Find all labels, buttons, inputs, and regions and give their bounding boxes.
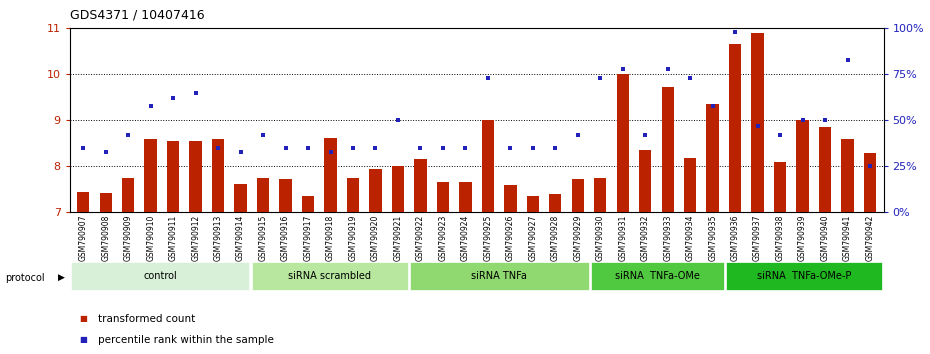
Text: GSM790909: GSM790909	[124, 215, 133, 261]
Bar	[392, 166, 405, 212]
Bar	[144, 139, 157, 212]
Bar	[190, 141, 202, 212]
Text: GSM790941: GSM790941	[843, 215, 852, 261]
Text: GSM790934: GSM790934	[685, 215, 695, 261]
Text: siRNA scrambled: siRNA scrambled	[288, 271, 371, 281]
Bar	[549, 194, 562, 212]
Bar	[661, 87, 674, 212]
Bar	[796, 120, 809, 212]
Bar	[504, 185, 516, 212]
Text: GSM790928: GSM790928	[551, 215, 560, 261]
Bar	[639, 150, 651, 212]
Bar	[122, 178, 134, 212]
Text: GSM790917: GSM790917	[303, 215, 312, 261]
Text: GSM790937: GSM790937	[753, 215, 762, 261]
Bar	[819, 127, 831, 212]
Text: GSM790939: GSM790939	[798, 215, 807, 261]
Bar	[751, 33, 764, 212]
Text: GSM790927: GSM790927	[528, 215, 538, 261]
Text: GSM790938: GSM790938	[776, 215, 785, 261]
Bar	[707, 104, 719, 212]
Text: siRNA TNFa: siRNA TNFa	[472, 271, 527, 281]
Text: ■: ■	[79, 335, 86, 344]
Text: GSM790932: GSM790932	[641, 215, 650, 261]
Bar	[212, 139, 224, 212]
Text: GSM790914: GSM790914	[236, 215, 246, 261]
Text: GSM790916: GSM790916	[281, 215, 290, 261]
Bar	[437, 183, 449, 212]
Bar	[591, 262, 724, 290]
Bar	[167, 141, 179, 212]
Text: GSM790926: GSM790926	[506, 215, 515, 261]
Text: control: control	[143, 271, 177, 281]
Bar	[325, 138, 337, 212]
Bar	[729, 45, 741, 212]
Text: siRNA  TNFa-OMe: siRNA TNFa-OMe	[615, 271, 700, 281]
Bar	[774, 162, 786, 212]
Bar	[726, 262, 883, 290]
Text: GSM790942: GSM790942	[866, 215, 874, 261]
Text: GSM790913: GSM790913	[214, 215, 222, 261]
Bar	[594, 178, 606, 212]
Text: siRNA  TNFa-OMe-P: siRNA TNFa-OMe-P	[757, 271, 852, 281]
Text: percentile rank within the sample: percentile rank within the sample	[98, 335, 273, 345]
Bar	[526, 196, 539, 212]
Text: GSM790921: GSM790921	[393, 215, 403, 261]
Bar	[347, 178, 359, 212]
Bar	[100, 193, 112, 212]
Text: GDS4371 / 10407416: GDS4371 / 10407416	[70, 9, 205, 22]
Text: GSM790918: GSM790918	[326, 215, 335, 261]
Text: GSM790920: GSM790920	[371, 215, 380, 261]
Text: GSM790925: GSM790925	[484, 215, 492, 261]
Text: ▶: ▶	[58, 273, 64, 282]
Bar	[482, 120, 494, 212]
Text: protocol: protocol	[5, 273, 45, 283]
Text: GSM790912: GSM790912	[192, 215, 200, 261]
Text: GSM790933: GSM790933	[663, 215, 672, 261]
Bar	[842, 139, 854, 212]
Text: GSM790910: GSM790910	[146, 215, 155, 261]
Text: transformed count: transformed count	[98, 314, 195, 324]
Bar	[459, 183, 472, 212]
Text: ■: ■	[79, 314, 86, 323]
Bar	[279, 179, 292, 212]
Bar	[572, 179, 584, 212]
Bar	[414, 159, 427, 212]
Bar	[369, 169, 381, 212]
Bar	[410, 262, 589, 290]
Text: GSM790936: GSM790936	[731, 215, 739, 261]
Text: GSM790924: GSM790924	[461, 215, 470, 261]
Text: GSM790929: GSM790929	[573, 215, 582, 261]
Text: GSM790923: GSM790923	[438, 215, 447, 261]
Bar	[252, 262, 407, 290]
Bar	[617, 74, 629, 212]
Bar	[77, 192, 89, 212]
Text: GSM790931: GSM790931	[618, 215, 627, 261]
Bar	[71, 262, 249, 290]
Text: GSM790922: GSM790922	[416, 215, 425, 261]
Bar	[684, 158, 697, 212]
Text: GSM790935: GSM790935	[708, 215, 717, 261]
Text: GSM790915: GSM790915	[259, 215, 268, 261]
Text: GSM790911: GSM790911	[168, 215, 178, 261]
Text: GSM790919: GSM790919	[349, 215, 357, 261]
Text: GSM790907: GSM790907	[79, 215, 87, 261]
Text: GSM790908: GSM790908	[101, 215, 111, 261]
Text: GSM790930: GSM790930	[596, 215, 604, 261]
Bar	[864, 153, 876, 212]
Bar	[257, 178, 270, 212]
Bar	[234, 184, 246, 212]
Text: GSM790940: GSM790940	[820, 215, 830, 261]
Bar	[302, 196, 314, 212]
